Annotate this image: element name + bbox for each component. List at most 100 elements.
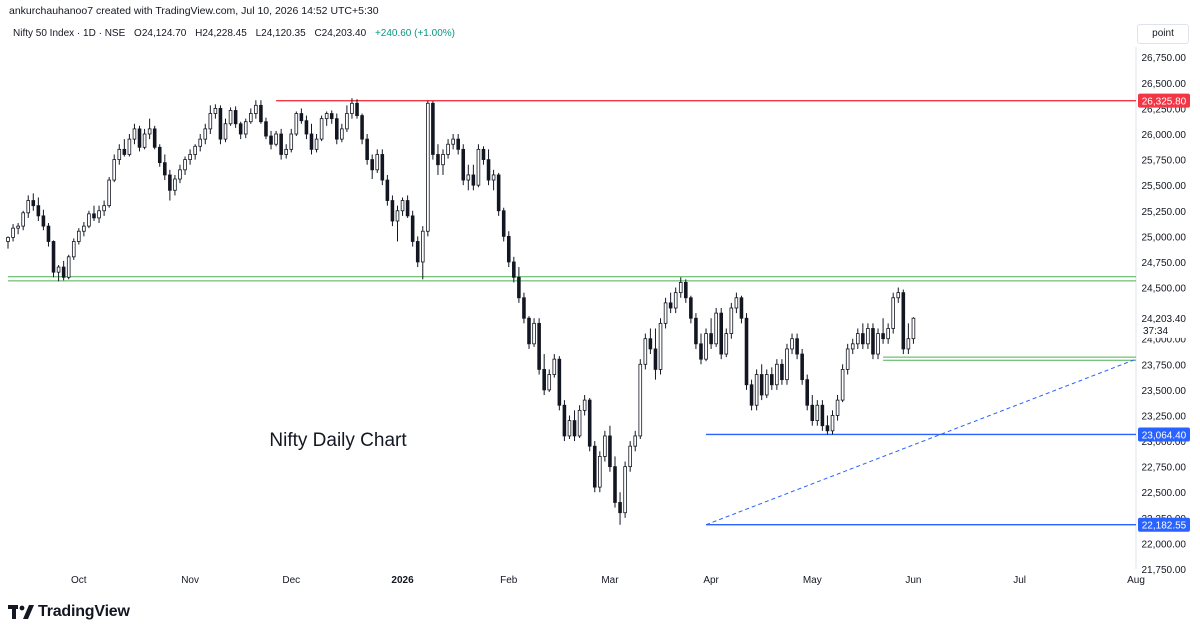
candle-up [56,266,61,273]
candle-down [163,162,167,176]
candle-down [501,210,506,237]
ohlc-close: C24,203.40 [314,28,367,39]
candle-up [284,148,288,155]
candle-down [613,466,617,503]
x-tick-label: Apr [703,575,719,586]
candle-down [527,317,531,345]
candle-up [663,302,668,324]
candle-down [334,118,339,140]
y-tick-label: 23,000.00 [1142,437,1187,448]
candle-down [881,333,885,340]
y-tick-label: 23,250.00 [1142,411,1187,422]
candle-up [724,333,729,355]
candle-down [486,159,491,181]
candle-down [415,241,420,263]
candle-up [26,200,31,214]
candle-down [299,113,304,122]
candle-down [92,213,96,219]
candle-down [709,333,713,345]
candle-up [395,210,400,222]
symbol-legend: Nifty 50 Index · 1D · NSE O24,124.70 H24… [13,28,461,39]
candle-down [795,338,799,355]
candle-up [491,174,496,181]
candle-up [375,154,380,171]
tradingview-logo[interactable]: TradingView [8,603,130,621]
candle-up [790,338,794,350]
ohlc-open: O24,124.70 [134,28,187,39]
candlestick-chart[interactable]: 26,750.00 26,500.00 26,250.00 26,000.00 25,7… [0,0,1200,600]
candle-up [775,363,779,386]
candle-down [61,266,66,278]
candle-down [684,282,688,299]
candle-up [840,369,845,401]
level-price-label-support-low: 23,064.40 [1142,430,1187,441]
y-tick-label: 26,750.00 [1142,53,1187,64]
candle-up [173,178,177,191]
candle-up [446,143,450,155]
candle-down [279,133,283,155]
y-tick-label: 22,000.00 [1142,539,1187,550]
symbol-name[interactable]: Nifty 50 Index · 1D · NSE [13,28,126,39]
candle-down [749,384,754,406]
current-price-tag [1138,309,1190,338]
candle-up [183,159,187,171]
candle-up [319,118,324,140]
candle-up [638,363,643,437]
candle-up [198,138,203,147]
candle-up [294,113,299,135]
x-tick-label: Oct [71,575,87,586]
candle-down [385,179,390,201]
ohlc-low: L24,120.35 [255,28,306,39]
candle-up [97,210,101,219]
x-tick-label: Jun [905,575,921,586]
candle-down [31,200,36,207]
candle-down [370,159,374,171]
candle-up [643,338,648,365]
candle-down [506,235,511,263]
candle-down [309,133,314,150]
candle-down [825,425,830,432]
candle-down [587,399,592,447]
candle-up [785,348,789,381]
candle-down [51,241,56,273]
candle-down [805,379,810,406]
candle-down [618,502,622,514]
candle-up [466,174,471,181]
candle-up [835,399,840,416]
y-tick-label: 24,500.00 [1142,284,1187,295]
candle-down [36,205,41,217]
chart-attribution: ankurchauhanoo7 created with TradingView… [9,5,379,17]
candle-down [405,200,410,217]
candle-up [314,138,319,150]
candle-down [137,128,142,148]
candle-down [380,154,385,181]
scale-mode-button[interactable]: point [1137,24,1189,44]
candle-up [628,445,632,468]
candle-up [142,133,147,148]
candle-down [264,121,268,137]
candle-up [82,225,86,232]
candle-up [66,256,71,278]
candle-down [759,374,764,396]
candle-down [537,322,541,370]
candle-down [719,312,724,355]
candle-down [218,108,223,140]
candle-down [780,363,784,381]
candle-up [102,205,106,212]
candle-up [906,338,911,350]
candle-down [329,113,334,120]
candle-down [557,358,562,406]
candle-up [764,374,769,396]
y-tick-label: 21,750.00 [1142,565,1187,576]
candle-up [178,169,182,180]
candle-up [71,241,76,258]
candle-up [582,399,587,411]
candle-down [810,404,815,421]
price-change: +240.60 (+1.00%) [374,28,455,39]
candle-up [567,420,572,437]
candle-up [704,333,708,360]
candle-up [350,102,354,114]
x-tick-label: Feb [500,575,518,586]
candle-up [345,113,349,130]
candle-down [46,225,51,242]
